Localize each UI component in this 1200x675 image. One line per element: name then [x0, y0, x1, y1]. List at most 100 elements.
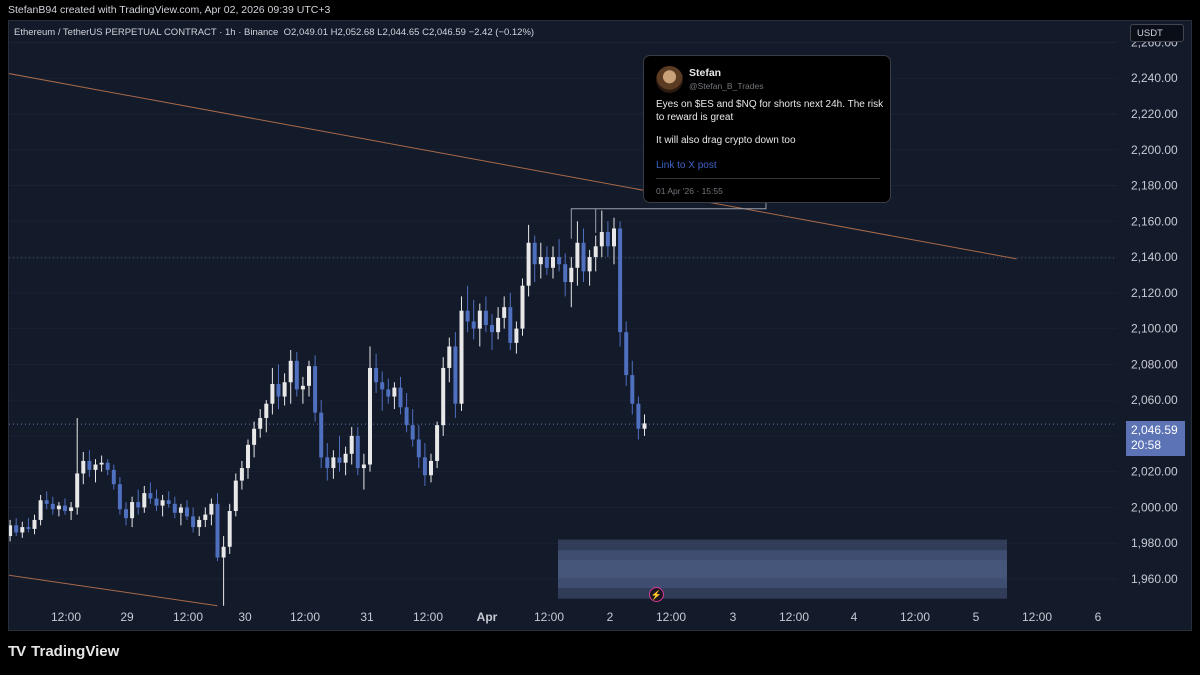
demand-zone — [558, 539, 1007, 599]
x-tick-label: 29 — [120, 610, 134, 624]
candle — [313, 355, 318, 422]
candle-body — [38, 500, 43, 520]
candle-body — [319, 412, 324, 458]
candle-body — [148, 493, 153, 499]
candle-body — [355, 435, 360, 469]
candle — [69, 502, 74, 520]
candle — [605, 221, 610, 258]
candle-body — [483, 310, 488, 326]
candle-body — [227, 511, 232, 547]
currency-button[interactable]: USDT — [1130, 24, 1184, 42]
candle — [32, 514, 37, 535]
candle — [44, 491, 49, 510]
tweet-card[interactable]: Stefan @Stefan_B_Trades Eyes on $ES and … — [643, 55, 891, 203]
candle — [441, 357, 446, 436]
tweet-date: 01 Apr '26 · 15:55 — [656, 186, 723, 196]
candle-body — [569, 267, 574, 283]
x-tick-label: 31 — [360, 610, 374, 624]
candle-body — [618, 228, 623, 333]
candle-body — [471, 321, 476, 329]
candle — [264, 400, 269, 433]
candle-body — [239, 468, 244, 481]
candle-body — [117, 484, 122, 510]
candle-body — [331, 457, 336, 469]
x-tick-label: 6 — [1095, 610, 1102, 624]
brand-name: TradingView — [31, 643, 120, 660]
tweet-link[interactable]: Link to X post — [656, 160, 717, 171]
candle-body — [288, 360, 293, 383]
candle-body — [447, 346, 452, 368]
candle — [624, 321, 629, 386]
candle — [538, 242, 543, 279]
candle-body — [185, 507, 189, 517]
candle — [502, 296, 507, 329]
candle — [246, 439, 250, 479]
candle-body — [422, 457, 427, 476]
tradingview-logo-icon: TV — [8, 643, 26, 660]
candle — [532, 235, 537, 283]
candle-body — [557, 257, 562, 265]
candle — [185, 500, 189, 520]
candle-body — [605, 232, 610, 247]
candle-body — [44, 500, 49, 504]
x-tick-label: 12:00 — [290, 610, 320, 624]
candle — [429, 453, 433, 483]
candle-body — [264, 403, 269, 419]
open-label: O — [283, 27, 292, 38]
candle — [520, 278, 525, 336]
candle — [56, 502, 61, 517]
low-label: L — [377, 27, 383, 38]
candle-body — [587, 257, 592, 272]
candle — [197, 516, 202, 537]
x-tick-label: 12:00 — [413, 610, 443, 624]
lightning-event-icon[interactable]: ⚡ — [649, 587, 664, 602]
candle — [618, 221, 623, 347]
candle — [203, 507, 208, 528]
candle — [117, 477, 122, 515]
candle — [551, 246, 555, 279]
candle — [227, 503, 232, 554]
candle-body — [154, 498, 159, 506]
candle-body — [136, 502, 141, 508]
candle — [191, 507, 196, 533]
candle-body — [581, 242, 586, 272]
avatar — [656, 66, 683, 93]
candle-body — [313, 366, 318, 413]
candle-body — [209, 503, 214, 515]
candle — [252, 421, 257, 458]
candle-body — [111, 469, 116, 485]
candle — [331, 450, 336, 479]
candle-body — [270, 384, 275, 404]
price-chart[interactable]: 2,260.002,240.002,220.002,200.002,180.00… — [9, 21, 1191, 630]
y-tick-label: 2,120.00 — [1131, 286, 1178, 300]
candle — [14, 518, 19, 537]
candle-body — [380, 382, 385, 390]
axes: 2,260.002,240.002,220.002,200.002,180.00… — [51, 35, 1178, 624]
x-tick-label: 3 — [730, 610, 737, 624]
candle-body — [374, 367, 379, 383]
candle — [526, 224, 531, 297]
candle — [319, 400, 324, 469]
y-tick-label: 2,160.00 — [1131, 214, 1178, 228]
candle-body — [9, 525, 13, 537]
close-value: 2,046.59 — [428, 27, 466, 38]
attribution-header: StefanB94 created with TradingView.com, … — [0, 0, 1200, 20]
candle-body — [349, 435, 354, 454]
candle-body — [526, 242, 531, 286]
trendlines — [9, 73, 1117, 607]
candle — [349, 426, 354, 465]
candle — [612, 217, 616, 265]
candle — [386, 378, 391, 404]
candle — [154, 489, 159, 512]
candle — [416, 425, 421, 469]
candle-body — [544, 257, 549, 268]
chart-panel[interactable]: 2,260.002,240.002,220.002,200.002,180.00… — [8, 20, 1192, 631]
candle-body — [386, 389, 391, 397]
candle-body — [496, 317, 501, 333]
candle — [160, 494, 165, 517]
candle-body — [105, 462, 110, 470]
candles — [9, 210, 647, 606]
candle-body — [172, 503, 177, 513]
candle-body — [325, 457, 330, 469]
candle — [380, 371, 385, 411]
